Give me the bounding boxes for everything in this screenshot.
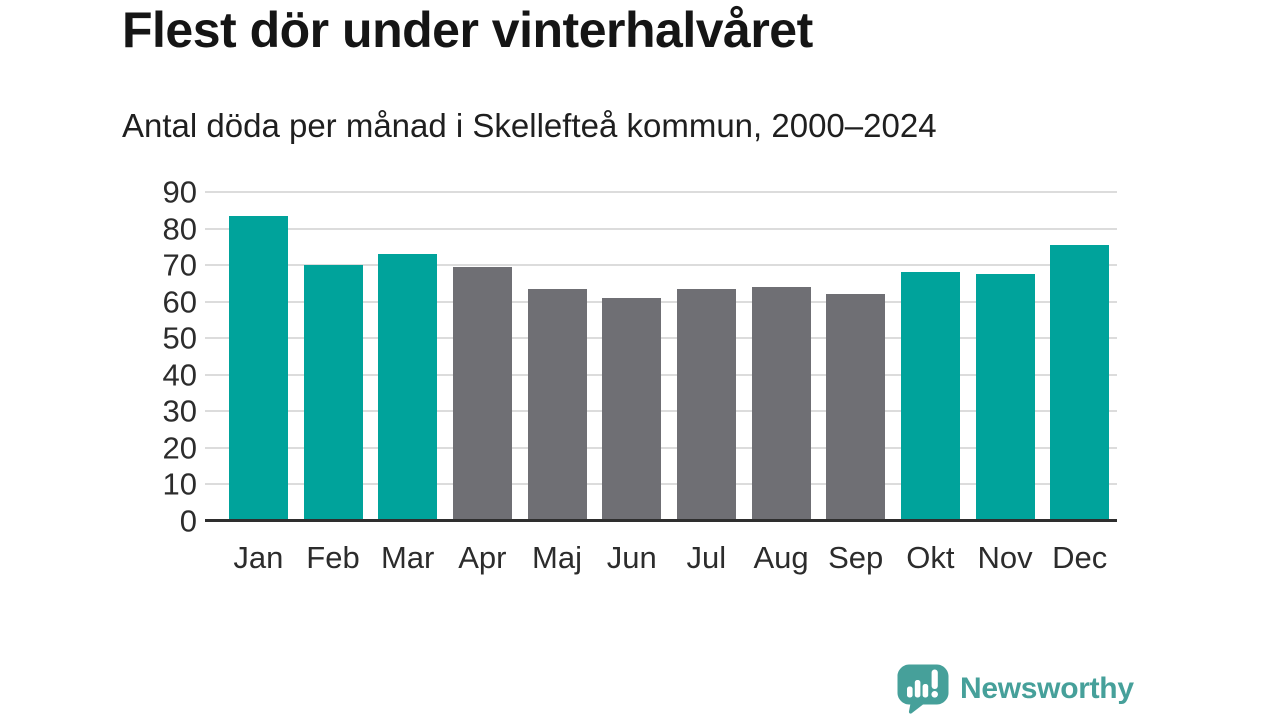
bar-feb [303, 265, 363, 521]
x-tick-label-jul: Jul [686, 540, 727, 575]
x-axis-line [205, 519, 1117, 522]
y-tick-label-70: 70 [162, 247, 197, 283]
bar-dec [1050, 245, 1110, 521]
chart-subtitle: Antal döda per månad i Skellefteå kommun… [122, 107, 937, 144]
bar-jan [228, 215, 288, 521]
bar-column-jan: Jan [221, 192, 296, 575]
bar-column-aug: Aug [744, 192, 819, 575]
bar-column-maj: Maj [520, 192, 595, 575]
y-tick-label-80: 80 [162, 211, 197, 247]
gridline-80 [205, 227, 1117, 230]
newsworthy-logo-text: Newsworthy [960, 671, 1134, 705]
y-tick-label-90: 90 [162, 174, 197, 210]
x-tick-label-mar: Mar [380, 540, 435, 575]
newsworthy-logo: Newsworthy [897, 664, 1134, 719]
x-tick-label-dec: Dec [1052, 540, 1108, 575]
bar-column-dec: Dec [1042, 192, 1117, 575]
x-tick-label-aug: Aug [753, 540, 809, 575]
bar-column-jul: Jul [669, 192, 744, 575]
gridline-70 [205, 264, 1117, 267]
bar-sep [826, 294, 886, 521]
y-tick-label-40: 40 [162, 357, 197, 393]
gridline-90 [205, 191, 1117, 193]
x-tick-label-nov: Nov [977, 540, 1033, 575]
bar-nov [975, 274, 1035, 521]
bar-column-okt: Okt [893, 192, 968, 575]
x-tick-label-apr: Apr [458, 540, 507, 575]
bar-column-nov: Nov [968, 192, 1043, 575]
y-tick-label-0: 0 [179, 503, 197, 539]
y-tick-label-50: 50 [162, 320, 197, 356]
bar-jul [676, 288, 736, 521]
x-tick-label-maj: Maj [532, 540, 582, 575]
y-tick-label-20: 20 [162, 430, 197, 466]
x-tick-label-feb: Feb [306, 540, 360, 575]
bar-aug [751, 287, 811, 521]
bar-column-jun: Jun [594, 192, 669, 575]
y-axis-labels: 0 10 20 30 40 50 60 70 80 90 [0, 177, 197, 537]
bar-column-sep: Sep [818, 192, 893, 575]
bar-column-apr: Apr [445, 192, 520, 575]
x-tick-label-jun: Jun [606, 540, 657, 575]
x-tick-label-sep: Sep [828, 540, 884, 575]
plot-area: Jan Feb Mar Apr Maj Jun Jul Aug Sep Okt Nov Dec [205, 191, 1117, 575]
y-tick-label-10: 10 [162, 466, 197, 502]
page-title: Flest dör under vinterhalvåret [122, 2, 813, 58]
bar-column-feb: Feb [296, 192, 371, 575]
bar-jun [602, 298, 662, 521]
bar-apr [452, 266, 512, 521]
bar-okt [900, 272, 960, 521]
bar-mar [378, 254, 438, 521]
bar-column-mar: Mar [370, 192, 445, 575]
newsworthy-speech-bubble-bar-chart-icon [897, 664, 949, 719]
x-tick-label-jan: Jan [233, 540, 284, 575]
x-tick-label-okt: Okt [906, 540, 955, 575]
y-tick-label-60: 60 [162, 284, 197, 320]
y-tick-label-30: 30 [162, 393, 197, 429]
bars: Jan Feb Mar Apr Maj Jun Jul Aug Sep Okt Nov Dec [221, 192, 1117, 575]
bar-maj [527, 288, 587, 521]
